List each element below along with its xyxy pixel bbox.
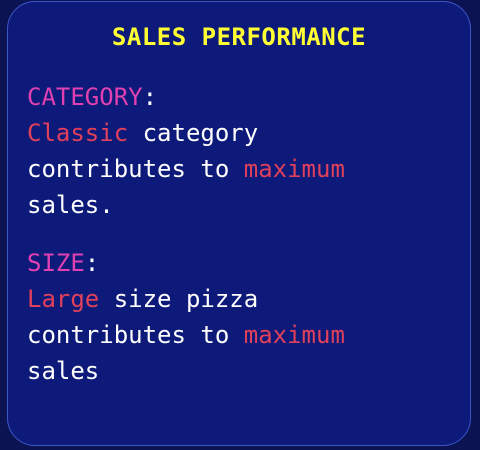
size-heading: SIZE (27, 249, 85, 277)
category-line-2: contributes to maximum (27, 151, 457, 187)
category-heading: CATEGORY (27, 83, 143, 111)
size-line-1: Large size pizza (27, 281, 457, 317)
category-line-3: sales. (27, 187, 457, 223)
category-line-1-text: category (128, 119, 259, 147)
size-line-2-text: contributes to (27, 321, 244, 349)
category-line-2-highlight: maximum (243, 155, 345, 183)
size-section: SIZE: Large size pizza contributes to ma… (27, 245, 457, 389)
category-line-3-text: sales. (27, 191, 114, 219)
category-heading-line: CATEGORY: (27, 79, 457, 115)
size-line-2-highlight: maximum (243, 321, 345, 349)
category-line-2-text: contributes to (27, 155, 244, 183)
size-line-3: sales (27, 353, 457, 389)
size-line-1-highlight: Large (27, 285, 100, 313)
card-title: SALES PERFORMANCE (111, 23, 367, 51)
category-line-1: Classic category (27, 115, 457, 151)
size-line-2: contributes to maximum (27, 317, 457, 353)
size-heading-line: SIZE: (27, 245, 457, 281)
sales-performance-card: SALES PERFORMANCE CATEGORY: Classic cate… (7, 1, 471, 446)
size-line-1-text: size pizza (99, 285, 259, 313)
category-heading-colon: : (142, 83, 158, 111)
size-heading-colon: : (84, 249, 100, 277)
category-section: CATEGORY: Classic category contributes t… (27, 79, 457, 223)
category-line-1-highlight: Classic (27, 119, 129, 147)
size-line-3-text: sales (27, 357, 100, 385)
